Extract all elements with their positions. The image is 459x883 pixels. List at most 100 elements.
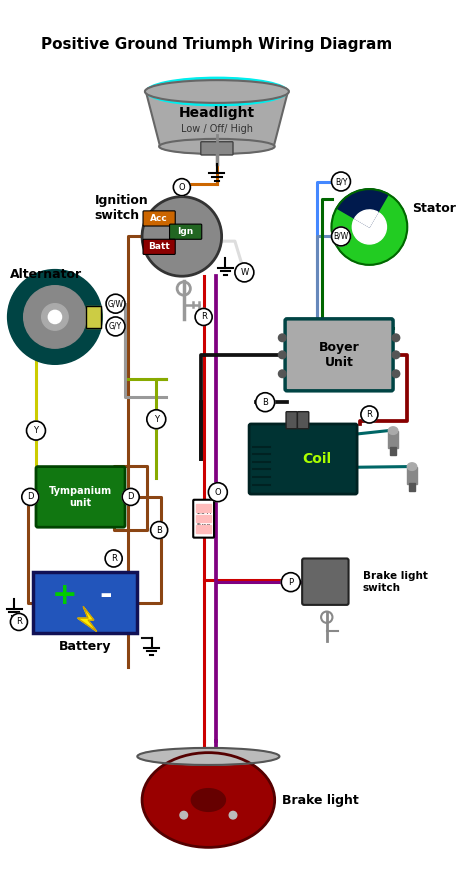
Text: +: + — [51, 581, 77, 610]
Circle shape — [279, 370, 286, 378]
Bar — [409, 483, 415, 491]
FancyBboxPatch shape — [143, 211, 175, 226]
Circle shape — [151, 522, 168, 539]
Circle shape — [235, 263, 254, 282]
Text: Acc: Acc — [150, 214, 168, 223]
Circle shape — [147, 410, 166, 429]
FancyBboxPatch shape — [302, 558, 348, 605]
Text: G/W: G/W — [107, 299, 123, 308]
Text: Y: Y — [34, 426, 39, 435]
Text: Coil: Coil — [303, 452, 332, 466]
Text: O: O — [179, 183, 185, 192]
FancyBboxPatch shape — [286, 411, 297, 429]
Text: D: D — [128, 493, 134, 502]
FancyBboxPatch shape — [249, 424, 357, 494]
Text: R: R — [16, 617, 22, 626]
Text: Ign: Ign — [178, 227, 194, 236]
Text: Battery: Battery — [59, 640, 112, 653]
Circle shape — [11, 614, 28, 630]
Text: R: R — [111, 554, 117, 563]
FancyBboxPatch shape — [201, 141, 233, 155]
Text: Stator: Stator — [412, 201, 456, 215]
Circle shape — [331, 227, 351, 245]
Bar — [86, 306, 101, 328]
Wedge shape — [336, 189, 388, 227]
Text: B: B — [156, 525, 162, 534]
Circle shape — [256, 393, 274, 411]
Text: Fuse: Fuse — [196, 523, 211, 528]
FancyBboxPatch shape — [36, 466, 125, 527]
Circle shape — [142, 197, 222, 276]
Circle shape — [279, 334, 286, 342]
Circle shape — [392, 370, 400, 378]
Ellipse shape — [146, 78, 288, 106]
Circle shape — [279, 351, 286, 358]
Text: Ignition
switch: Ignition switch — [95, 194, 148, 222]
Ellipse shape — [142, 752, 274, 848]
Text: W: W — [240, 268, 248, 277]
Circle shape — [331, 189, 407, 265]
Text: Brake light
switch: Brake light switch — [363, 571, 428, 593]
Circle shape — [353, 210, 386, 244]
Text: R: R — [366, 410, 372, 419]
Text: B: B — [262, 397, 268, 407]
Bar — [33, 571, 137, 633]
Text: Boyer
Unit: Boyer Unit — [319, 341, 359, 369]
Ellipse shape — [145, 80, 289, 103]
Bar — [196, 504, 211, 512]
Bar — [196, 525, 211, 533]
Bar — [196, 515, 211, 523]
FancyBboxPatch shape — [285, 319, 393, 391]
Circle shape — [22, 488, 39, 505]
Bar — [407, 466, 417, 484]
Circle shape — [8, 269, 102, 365]
Wedge shape — [355, 210, 378, 227]
Polygon shape — [146, 92, 288, 147]
Circle shape — [392, 351, 400, 358]
Circle shape — [24, 286, 86, 348]
Circle shape — [331, 172, 351, 191]
Ellipse shape — [159, 139, 274, 154]
Ellipse shape — [407, 463, 417, 471]
Text: R: R — [201, 313, 207, 321]
Circle shape — [174, 178, 190, 196]
Text: Tympanium
unit: Tympanium unit — [49, 487, 112, 508]
Text: Low / Off/ High: Low / Off/ High — [181, 125, 253, 134]
Ellipse shape — [388, 426, 398, 434]
Text: B/Y: B/Y — [335, 177, 347, 186]
Bar — [86, 306, 101, 328]
Text: B/W: B/W — [333, 232, 348, 241]
Bar — [388, 431, 398, 448]
Text: Brake light: Brake light — [282, 794, 359, 806]
Text: Alternator: Alternator — [10, 268, 82, 281]
Text: Headlight: Headlight — [179, 106, 255, 120]
Polygon shape — [78, 607, 96, 631]
FancyBboxPatch shape — [169, 224, 202, 239]
Circle shape — [361, 406, 378, 423]
Text: O: O — [214, 487, 221, 496]
Text: -: - — [100, 581, 112, 610]
Bar — [33, 571, 137, 633]
Circle shape — [106, 294, 125, 313]
Ellipse shape — [191, 789, 225, 811]
Circle shape — [48, 310, 62, 323]
Circle shape — [122, 488, 139, 505]
Text: P: P — [288, 577, 293, 586]
Circle shape — [27, 421, 45, 440]
Bar — [390, 447, 396, 456]
Circle shape — [208, 483, 227, 502]
Circle shape — [42, 304, 68, 330]
Text: Y: Y — [154, 415, 159, 424]
Text: D: D — [27, 493, 34, 502]
FancyBboxPatch shape — [143, 239, 175, 254]
FancyBboxPatch shape — [193, 500, 214, 538]
Circle shape — [195, 308, 212, 326]
Text: Positive Ground Triumph Wiring Diagram: Positive Ground Triumph Wiring Diagram — [41, 37, 392, 52]
Circle shape — [281, 573, 300, 592]
Circle shape — [392, 334, 400, 342]
Text: G/Y: G/Y — [109, 322, 122, 331]
Circle shape — [106, 317, 125, 336]
Circle shape — [180, 811, 188, 819]
Circle shape — [229, 811, 237, 819]
Text: Batt: Batt — [148, 242, 170, 252]
